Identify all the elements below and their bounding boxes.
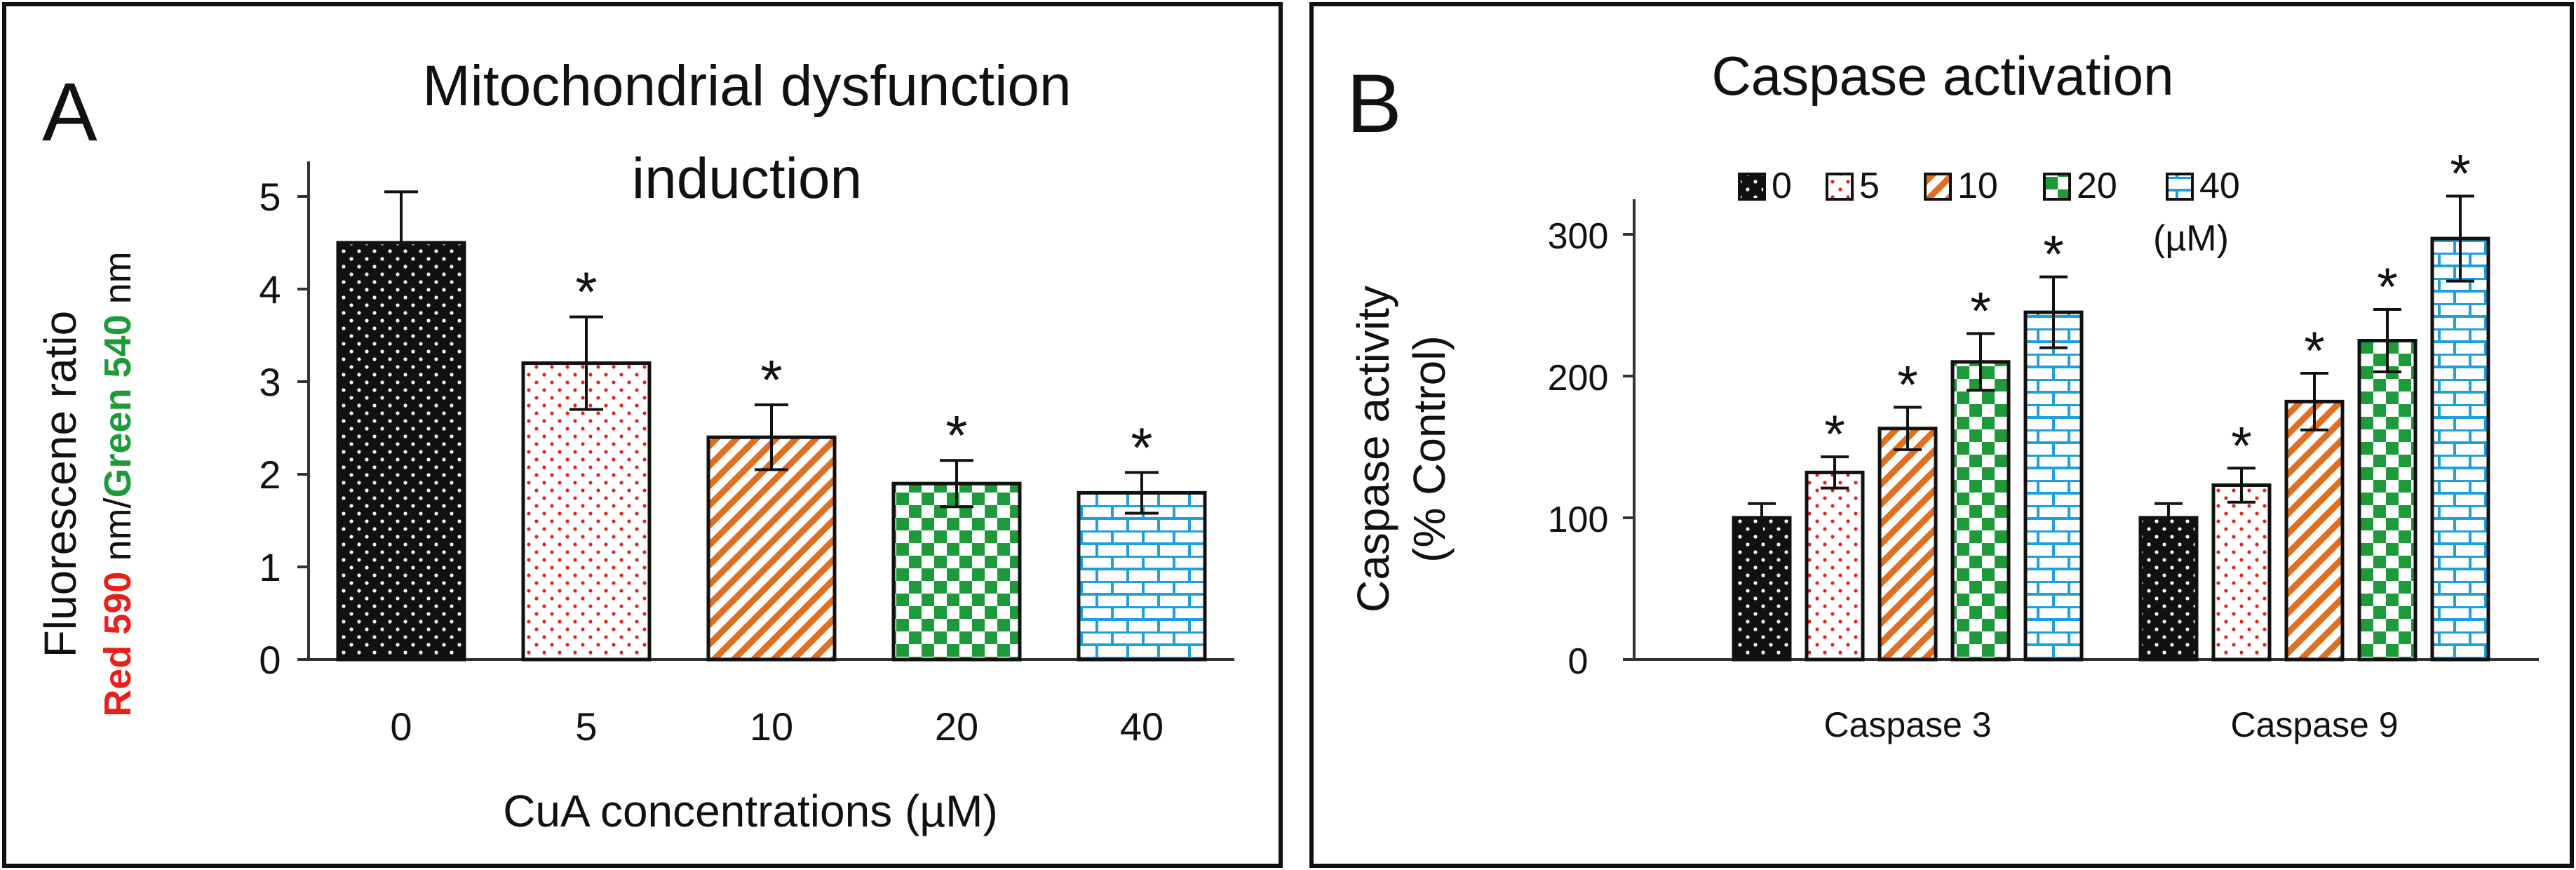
panel-b-significance: * (1970, 281, 1991, 341)
panel-a-y-tick-label: 4 (259, 267, 281, 312)
panel-b-x-tick-label: Caspase 9 (2230, 705, 2398, 744)
panel-a-bar (336, 241, 466, 662)
panel-b-ylabel-line1: Caspase activity (1348, 286, 1398, 613)
panel-a-significance: * (1131, 416, 1152, 479)
panel-a-title-line2: induction (632, 147, 862, 210)
ylabel-nm-separator: nm/ (97, 498, 139, 572)
panel-b-title: Caspase activation (1711, 45, 2173, 107)
panel-a-xlabel: CuA concentrations (µM) (503, 786, 998, 836)
panel-b-significance: * (2231, 416, 2252, 476)
legend-swatch-5 (1826, 173, 1854, 201)
panel-a-ylabel: Fluorescene ratio Red 590 nm/Green 540 n… (35, 251, 139, 716)
legend-swatch-10 (1924, 173, 1952, 201)
legend-swatch-40 (2166, 173, 2194, 201)
panel-a-y-tick-label: 2 (259, 453, 281, 497)
legend-label-5: 5 (1859, 166, 1880, 206)
panel-a-y-tick-label: 0 (259, 638, 281, 682)
panel-b-significance: * (2377, 257, 2398, 317)
legend-label-40: 40 (2199, 166, 2240, 206)
panel-a-x-tick-label: 40 (1120, 704, 1164, 749)
panel-b-bar (2284, 399, 2345, 662)
panel-b-frame (1309, 2, 2574, 868)
panel-b-bar (1950, 360, 2011, 662)
legend-unit: (µM) (2153, 218, 2229, 259)
panel-b-y-tick-label: 100 (1548, 500, 1609, 540)
panel-b-bar (1877, 427, 1938, 662)
panel-a-ylabel-line1: Fluorescene ratio (35, 311, 86, 657)
panel-a-title-line1: Mitochondrial dysfunction (422, 54, 1071, 118)
panel-a-x-tick-label: 10 (750, 704, 793, 749)
panel-a-significance: * (760, 349, 782, 411)
panel-a-significance: * (575, 261, 597, 323)
panel-a-y-tick-label: 3 (259, 360, 281, 404)
ylabel-green-540: Green 540 (97, 314, 139, 497)
panel-b-y-tick-label: 300 (1548, 216, 1609, 257)
panel-b-bar (2138, 516, 2199, 662)
panel-b-bar (2357, 339, 2417, 662)
ylabel-red-590: Red 590 (97, 572, 139, 717)
panel-a-plot: 0 1 2 3 4 5 0 * 5 * 10 * 20 * 40 (259, 161, 1234, 749)
panel-a-ylabel-line2: Red 590 nm/Green 540 nm (97, 251, 139, 716)
panel-b-significance: * (2304, 321, 2325, 381)
panel-b-bar (2430, 236, 2490, 662)
panel-b-ylabel-line2: (% Control) (1404, 335, 1455, 563)
panel-b-bar (2023, 310, 2084, 662)
ylabel-nm-suffix: nm (97, 251, 139, 314)
panel-b-y-tick-label: 200 (1548, 358, 1609, 399)
legend-label-0: 0 (1772, 166, 1792, 206)
panel-a-frame (2, 2, 1283, 868)
panel-b-bar (1732, 516, 1792, 662)
panel-b-x-tick-label: Caspase 3 (1823, 705, 1991, 744)
panel-b-bar (2211, 483, 2272, 662)
panel-b-ylabel: Caspase activity (% Control) (1348, 286, 1455, 613)
legend: 0 5 10 20 40 (1738, 166, 2240, 206)
legend-swatch-20 (2043, 173, 2071, 201)
legend-label-10: 10 (1957, 166, 1998, 206)
panel-a-x-tick-label: 0 (390, 704, 412, 749)
panel-a-significance: * (945, 404, 967, 467)
panel-a-y-tick-label: 1 (259, 545, 281, 589)
panel-a-letter: A (42, 66, 97, 159)
panel-b-y-tick-label: 0 (1568, 641, 1589, 682)
panel-a-x-tick-label: 20 (935, 704, 978, 749)
legend-label-20: 20 (2077, 166, 2117, 206)
panel-a-bar (1077, 490, 1207, 662)
panel-b-significance: * (2450, 144, 2471, 203)
panel-b-significance: * (1824, 405, 1845, 464)
panel-b-significance: * (1897, 355, 1918, 415)
panel-b-bar (1805, 470, 1865, 662)
panel-a-bar (891, 481, 1022, 662)
panel-a-x-tick-label: 5 (575, 704, 597, 749)
panel-b-letter: B (1347, 58, 1402, 150)
legend-swatch-0 (1738, 173, 1766, 201)
panel-b-significance: * (2043, 225, 2064, 285)
panel-a-y-tick-label: 5 (259, 175, 281, 219)
